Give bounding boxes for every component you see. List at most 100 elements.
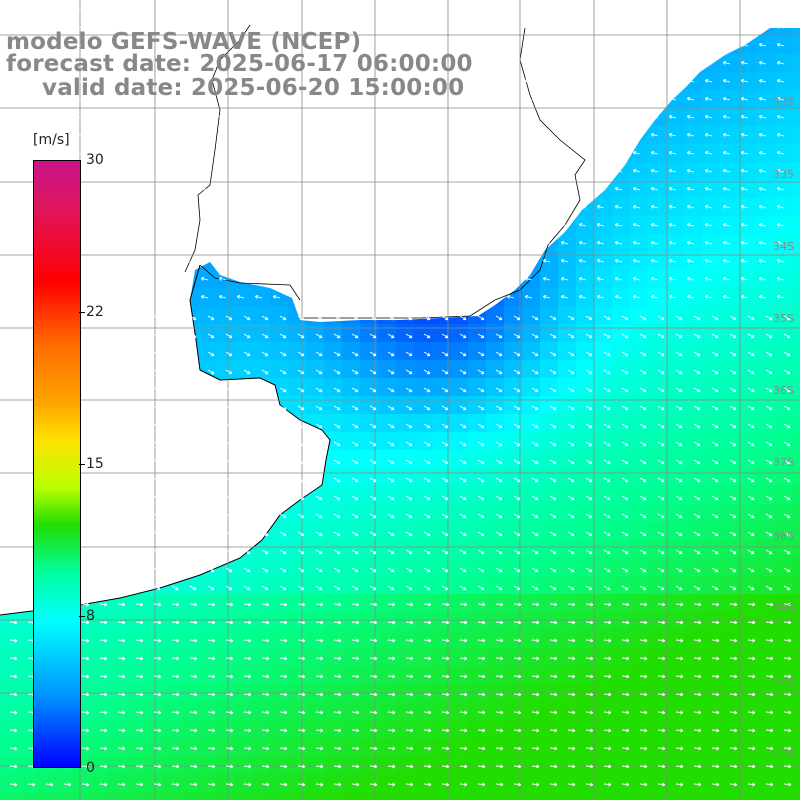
- wind-speed-cell: [738, 378, 756, 396]
- wind-speed-cell: [648, 198, 666, 216]
- wind-arrow: [603, 423, 611, 429]
- wind-arrow: [279, 513, 287, 519]
- wind-arrow: [344, 258, 353, 263]
- wind-arrow: [729, 638, 738, 643]
- wind-arrow: [729, 315, 737, 321]
- wind-speed-cell: [486, 666, 504, 684]
- wind-arrow: [362, 150, 371, 155]
- wind-speed-cell: [648, 270, 666, 288]
- wind-speed-cell: [792, 252, 800, 270]
- wind-arrow: [765, 638, 774, 643]
- wind-arrow: [747, 585, 755, 591]
- wind-speed-cell: [504, 432, 522, 450]
- wind-arrow: [369, 459, 377, 465]
- wind-arrow: [351, 441, 359, 447]
- wind-speed-cell: [522, 378, 540, 396]
- wind-arrow: [765, 513, 773, 519]
- wind-arrow: [549, 495, 557, 501]
- wind-speed-cell: [792, 792, 800, 800]
- wind-arrow: [117, 602, 126, 607]
- wind-arrow: [639, 728, 648, 733]
- wind-arrow: [81, 315, 89, 321]
- wind-speed-cell: [792, 126, 800, 144]
- wind-arrow: [279, 387, 287, 393]
- wind-speed-cell: [468, 612, 486, 630]
- wind-arrow: [182, 222, 191, 227]
- wind-speed-cell: [594, 522, 612, 540]
- wind-arrow: [261, 315, 269, 321]
- wind-arrow: [668, 150, 677, 155]
- wind-arrow: [2, 294, 11, 299]
- wind-speed-cell: [288, 774, 306, 792]
- wind-arrow: [747, 710, 756, 715]
- wind-speed-cell: [0, 702, 18, 720]
- wind-speed-cell: [504, 342, 522, 360]
- wind-arrow: [243, 638, 252, 643]
- wind-arrow: [470, 168, 479, 173]
- wind-arrow: [549, 441, 557, 447]
- wind-arrow: [585, 602, 594, 607]
- wind-speed-cell: [756, 774, 774, 792]
- wind-arrow: [531, 333, 539, 339]
- wind-arrow: [423, 746, 432, 751]
- wind-arrow: [398, 240, 407, 245]
- wind-arrow: [326, 78, 335, 83]
- wind-arrow: [729, 369, 737, 375]
- wind-speed-cell: [0, 774, 18, 792]
- wind-speed-cell: [720, 594, 738, 612]
- wind-arrow: [459, 602, 468, 607]
- landmass: [0, 0, 800, 615]
- wind-arrow: [333, 746, 342, 751]
- wind-arrow: [146, 240, 155, 245]
- wind-speed-cell: [702, 414, 720, 432]
- wind-arrow: [675, 585, 683, 591]
- wind-arrow: [783, 638, 792, 643]
- wind-arrow: [308, 150, 317, 155]
- wind-arrow: [765, 567, 773, 573]
- wind-speed-cell: [432, 738, 450, 756]
- wind-arrow: [693, 692, 702, 697]
- wind-speed-cell: [486, 324, 504, 342]
- wind-arrow: [416, 96, 425, 101]
- wind-arrow: [272, 276, 281, 281]
- wind-arrow: [279, 710, 288, 715]
- wind-speed-cell: [342, 648, 360, 666]
- wind-arrow: [657, 369, 665, 375]
- wind-arrow: [542, 186, 551, 191]
- wind-speed-cell: [792, 522, 800, 540]
- wind-arrow: [495, 746, 504, 751]
- wind-arrow: [135, 369, 143, 375]
- wind-arrow: [639, 369, 647, 375]
- wind-arrow: [110, 150, 119, 155]
- wind-speed-cell: [324, 342, 342, 360]
- wind-speed-cell: [738, 270, 756, 288]
- wind-arrow: [542, 78, 551, 83]
- wind-arrow: [2, 96, 11, 101]
- wind-arrow: [686, 6, 695, 11]
- wind-arrow: [81, 405, 89, 411]
- wind-arrow: [657, 531, 665, 537]
- wind-speed-cell: [648, 702, 666, 720]
- wind-arrow: [117, 692, 126, 697]
- wind-speed-cell: [468, 486, 486, 504]
- wind-speed-cell: [612, 378, 630, 396]
- wind-speed-cell: [594, 702, 612, 720]
- wind-arrow: [459, 423, 467, 429]
- wind-speed-cell: [648, 450, 666, 468]
- wind-arrow: [531, 692, 540, 697]
- wind-speed-cell: [558, 648, 576, 666]
- wind-speed-cell: [594, 252, 612, 270]
- wind-arrow: [225, 387, 233, 393]
- wind-arrow: [153, 638, 162, 643]
- wind-arrow: [657, 495, 665, 501]
- wind-arrow: [531, 351, 539, 357]
- wind-speed-cell: [432, 774, 450, 792]
- wind-speed-cell: [234, 558, 252, 576]
- wind-arrow: [704, 150, 713, 155]
- wind-arrow: [243, 405, 251, 411]
- wind-arrow: [506, 168, 515, 173]
- wind-arrow: [236, 60, 245, 65]
- wind-speed-cell: [720, 396, 738, 414]
- wind-speed-cell: [684, 702, 702, 720]
- wind-arrow: [351, 764, 360, 769]
